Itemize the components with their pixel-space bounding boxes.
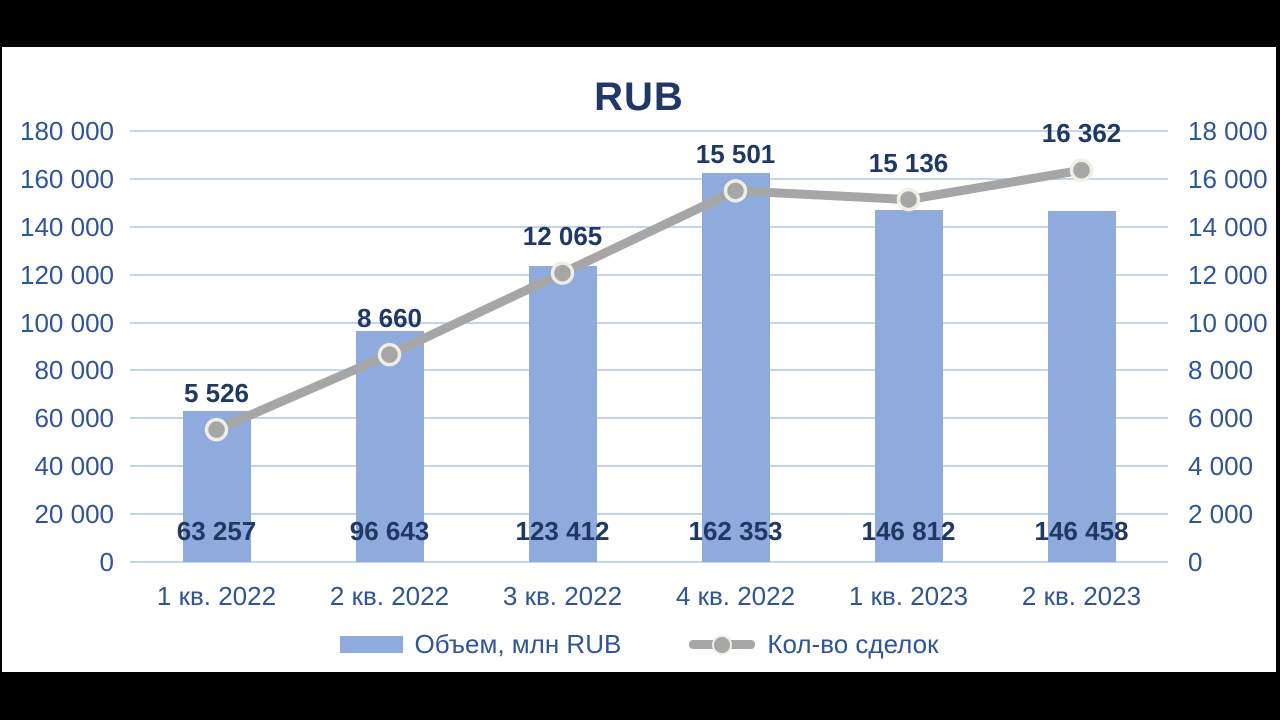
line-value-label: 15 136 [868, 147, 949, 178]
left-axis-tick-label: 140 000 [20, 211, 114, 242]
line-value-label: 12 065 [522, 221, 603, 252]
gridline [130, 321, 1168, 324]
right-axis-tick-label: 12 000 [1188, 259, 1268, 290]
bar-value-label: 146 812 [861, 516, 956, 546]
category-label: 1 кв. 2023 [848, 581, 969, 611]
right-axis-tick-label: 2 000 [1188, 499, 1254, 530]
chart-title: RUB [594, 75, 684, 119]
category-label: 4 кв. 2022 [675, 581, 796, 611]
left-axis-tick-label: 160 000 [20, 163, 114, 194]
left-axis-tick-label: 0 [99, 547, 114, 577]
bar [1047, 211, 1116, 562]
line-path [214, 165, 1083, 434]
chart-canvas: RUB 0 0 20 000 2 000 40 000 4 000 60 000 6 000 8… [2, 47, 1276, 672]
right-axis-tick-label: 10 000 [1188, 307, 1268, 338]
right-axis-tick-label: 16 000 [1188, 163, 1268, 194]
category-label: 3 кв. 2022 [502, 581, 623, 611]
right-axis-tick-label: 8 000 [1188, 355, 1254, 386]
gridline [130, 417, 1168, 420]
bar [528, 266, 597, 562]
gridline [130, 273, 1168, 276]
bar-value-label: 96 643 [349, 516, 430, 546]
deals-line-series [204, 158, 1094, 442]
left-axis-tick-label: 40 000 [34, 451, 114, 482]
line-marker-icon [377, 342, 402, 367]
legend-line-swatch-icon [689, 634, 756, 655]
gridline [130, 369, 1168, 372]
legend-line-marker-icon [712, 634, 733, 655]
right-axis-tick-label: 6 000 [1188, 403, 1254, 434]
legend-line-label: Кол-во сделок [767, 629, 939, 659]
left-axis-tick-label: 80 000 [34, 355, 114, 386]
right-axis-tick-label: 14 000 [1188, 211, 1268, 242]
category-label: 1 кв. 2022 [156, 581, 277, 611]
line-marker-icon [204, 417, 229, 442]
bar [874, 210, 943, 562]
line-marker-icon [1069, 158, 1094, 182]
line-value-label: 5 526 [183, 377, 250, 408]
left-axis-tick-label: 120 000 [20, 259, 114, 290]
gridline [130, 561, 1168, 563]
bar-value-label: 63 257 [176, 516, 257, 546]
right-axis-tick-label: 18 000 [1188, 116, 1268, 146]
left-axis-tick-label: 180 000 [20, 116, 114, 146]
line-value-label: 8 660 [356, 302, 423, 333]
line-value-label: 16 362 [1041, 118, 1122, 149]
gridline [130, 225, 1168, 228]
category-label: 2 кв. 2023 [1021, 581, 1142, 611]
legend: Объем, млн RUB Кол-во сделок [2, 629, 1276, 660]
bar [701, 173, 770, 562]
right-axis-tick-label: 4 000 [1188, 451, 1254, 482]
line-marker-icon [896, 187, 921, 212]
line-marker-icon [550, 261, 575, 285]
bar-value-label: 123 412 [515, 516, 610, 546]
bar-value-label: 146 458 [1034, 516, 1129, 546]
left-axis-tick-label: 60 000 [34, 403, 114, 434]
category-label: 2 кв. 2022 [329, 581, 450, 611]
legend-bar-label: Объем, млн RUB [414, 629, 622, 659]
left-axis-tick-label: 100 000 [20, 307, 114, 338]
bar-value-label: 162 353 [688, 516, 783, 546]
plot-area: 0 0 20 000 2 000 40 000 4 000 60 000 6 000 80 00… [2, 47, 1276, 672]
gridline [130, 465, 1168, 468]
line-marker-icon [723, 179, 748, 203]
right-axis-tick-label: 0 [1188, 547, 1203, 577]
line-value-label: 15 501 [695, 138, 776, 169]
gridline [130, 177, 1168, 180]
left-axis-tick-label: 20 000 [34, 499, 114, 530]
gridline [130, 130, 1168, 132]
legend-bar-swatch-icon [339, 636, 403, 653]
gridline [130, 513, 1168, 516]
